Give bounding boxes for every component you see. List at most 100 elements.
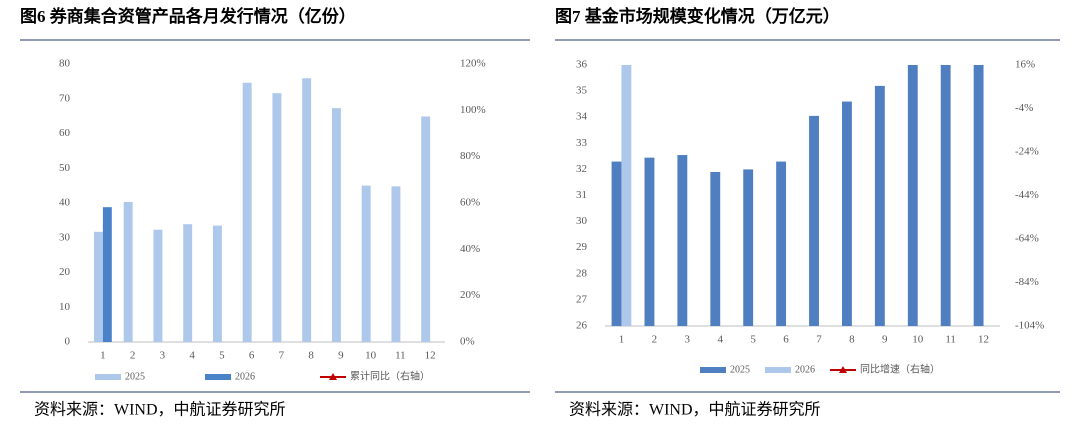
x-tick-label: 6 — [249, 350, 255, 362]
bar — [621, 65, 632, 326]
y2-tick-label: 120% — [460, 58, 486, 70]
y-tick-label: 80 — [59, 58, 71, 70]
y-tick-label: 33 — [576, 137, 588, 149]
bar — [611, 161, 622, 326]
x-tick-label: 6 — [783, 334, 789, 346]
y-tick-label: 30 — [59, 231, 71, 243]
y2-tick-label: -64% — [1015, 233, 1039, 245]
bar — [391, 186, 401, 342]
x-tick-label: 2 — [130, 350, 136, 362]
x-tick-label: 5 — [219, 350, 225, 362]
bar — [907, 65, 918, 326]
y-tick-label: 10 — [59, 301, 71, 313]
y2-tick-label: 60% — [460, 197, 480, 209]
x-tick-label: 9 — [338, 350, 344, 362]
y2-tick-label: -4% — [1015, 102, 1033, 114]
bar — [743, 169, 754, 326]
y-tick-label: 32 — [576, 163, 587, 175]
x-tick-label: 11 — [945, 334, 956, 346]
legend-swatch — [95, 374, 121, 380]
bar — [940, 65, 951, 326]
y-tick-label: 29 — [576, 241, 588, 253]
bar — [272, 93, 282, 342]
bar — [421, 116, 431, 342]
y-tick-label: 20 — [59, 266, 71, 278]
y-tick-label: 27 — [576, 293, 588, 305]
legend-swatch — [205, 374, 231, 380]
chart-title: 图6 券商集合资管产品各月发行情况（亿份） — [20, 6, 356, 26]
bar — [183, 224, 193, 342]
y-tick-label: 36 — [576, 59, 588, 71]
legend-label: 2026 — [795, 364, 815, 375]
legend-marker — [839, 366, 847, 373]
x-tick-label: 3 — [160, 350, 166, 362]
bar — [776, 161, 787, 326]
source: 资料来源：WIND，中航证券研究所 — [34, 401, 286, 419]
x-tick-label: 8 — [308, 350, 314, 362]
y2-tick-label: 20% — [460, 289, 480, 301]
bar — [644, 157, 655, 326]
bar — [973, 65, 984, 326]
y2-tick-label: 100% — [460, 104, 486, 116]
chart-title: 图7 基金市场规模变化情况（万亿元） — [555, 6, 840, 26]
bar — [93, 231, 103, 342]
y-tick-label: 70 — [59, 92, 71, 104]
x-tick-label: 2 — [652, 334, 658, 346]
x-tick-label: 1 — [619, 334, 625, 346]
y2-tick-label: 0% — [460, 336, 475, 348]
bar — [123, 201, 133, 342]
bar — [331, 108, 341, 342]
y-tick-label: 50 — [59, 162, 71, 174]
x-tick-label: 9 — [882, 334, 888, 346]
y-tick-label: 60 — [59, 127, 71, 139]
y2-tick-label: -84% — [1015, 276, 1039, 288]
x-tick-label: 7 — [279, 350, 285, 362]
legend-label: 2025 — [730, 364, 750, 375]
x-tick-label: 8 — [849, 334, 855, 346]
y2-tick-label: -104% — [1015, 320, 1044, 332]
bar — [710, 172, 721, 326]
x-tick-label: 3 — [685, 334, 691, 346]
source: 资料来源：WIND，中航证券研究所 — [569, 401, 821, 419]
x-tick-label: 5 — [750, 334, 756, 346]
y-tick-label: 28 — [576, 267, 588, 279]
y2-tick-label: 40% — [460, 243, 480, 255]
y2-tick-label: -24% — [1015, 146, 1039, 158]
x-tick-label: 11 — [395, 350, 406, 362]
bar — [361, 185, 371, 342]
x-tick-label: 10 — [365, 350, 377, 362]
x-tick-label: 12 — [425, 350, 436, 362]
bar — [677, 155, 688, 326]
y2-tick-label: -44% — [1015, 189, 1039, 201]
bar — [302, 78, 312, 342]
bar — [809, 115, 819, 327]
bar — [874, 85, 885, 326]
x-tick-label: 1 — [100, 350, 106, 362]
bar — [242, 82, 252, 342]
legend-label: 2026 — [235, 371, 255, 382]
y-tick-label: 0 — [65, 336, 71, 348]
y2-tick-label: 80% — [460, 150, 480, 162]
legend-swatch — [700, 367, 726, 373]
legend-label: 2025 — [125, 371, 145, 382]
legend-label: 同比增速（右轴） — [860, 362, 940, 375]
x-tick-label: 12 — [978, 334, 989, 346]
y-tick-label: 30 — [576, 215, 588, 227]
x-tick-label: 4 — [189, 350, 195, 362]
x-tick-label: 10 — [912, 334, 924, 346]
x-tick-label: 7 — [816, 334, 822, 346]
bar — [842, 101, 852, 326]
y-tick-label: 34 — [576, 111, 588, 123]
y-tick-label: 31 — [576, 189, 587, 201]
legend-swatch — [765, 367, 791, 373]
x-tick-label: 4 — [717, 334, 723, 346]
y2-tick-label: 16% — [1015, 59, 1035, 71]
bar — [102, 207, 112, 342]
y-tick-label: 26 — [576, 320, 588, 332]
legend-label: 累计同比（右轴） — [350, 369, 430, 382]
legend-marker — [329, 373, 337, 380]
y-tick-label: 35 — [576, 85, 588, 97]
bar — [153, 229, 163, 342]
y-tick-label: 40 — [59, 197, 71, 209]
